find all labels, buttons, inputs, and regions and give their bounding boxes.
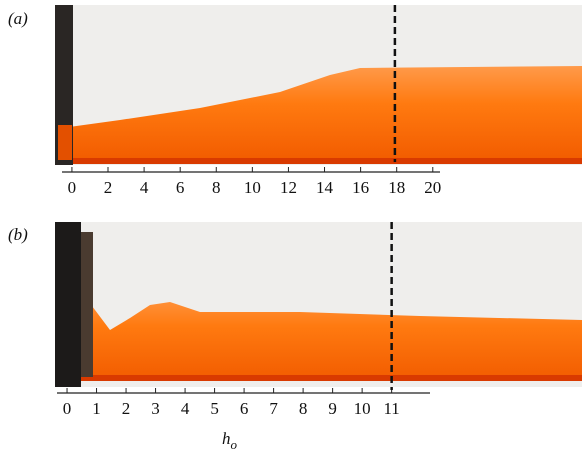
axis-label-base: h — [222, 429, 231, 448]
axis-label: ho — [222, 429, 238, 452]
photo-b — [55, 222, 582, 387]
x-tick-label: 2 — [122, 399, 131, 418]
axis-label-sub: o — [231, 437, 238, 452]
x-tick-label: 20 — [424, 178, 441, 197]
x-tick-label: 6 — [240, 399, 249, 418]
photo-a — [55, 5, 582, 165]
x-tick-label: 4 — [140, 178, 149, 197]
x-tick-label: 5 — [210, 399, 219, 418]
panel-label: (a) — [8, 9, 28, 28]
x-tick-label: 2 — [104, 178, 113, 197]
panel-label: (b) — [8, 225, 28, 244]
x-tick-label: 0 — [68, 178, 77, 197]
x-tick-label: 10 — [244, 178, 261, 197]
x-tick-label: 14 — [316, 178, 334, 197]
x-tick-label: 11 — [383, 399, 399, 418]
x-tick-label: 7 — [269, 399, 278, 418]
x-tick-label: 8 — [299, 399, 308, 418]
x-tick-label: 3 — [151, 399, 160, 418]
x-tick-label: 4 — [181, 399, 190, 418]
x-tick-label: 16 — [352, 178, 369, 197]
x-tick-label: 18 — [388, 178, 405, 197]
x-tick-label: 8 — [212, 178, 221, 197]
x-tick-label: 9 — [328, 399, 337, 418]
x-tick-label: 6 — [176, 178, 185, 197]
x-tick-label: 12 — [280, 178, 297, 197]
x-tick-label: 0 — [63, 399, 72, 418]
x-tick-label: 10 — [354, 399, 371, 418]
figure: (a) (b) ho 02468101214161820012345678910… — [0, 0, 582, 457]
x-tick-label: 1 — [92, 399, 101, 418]
